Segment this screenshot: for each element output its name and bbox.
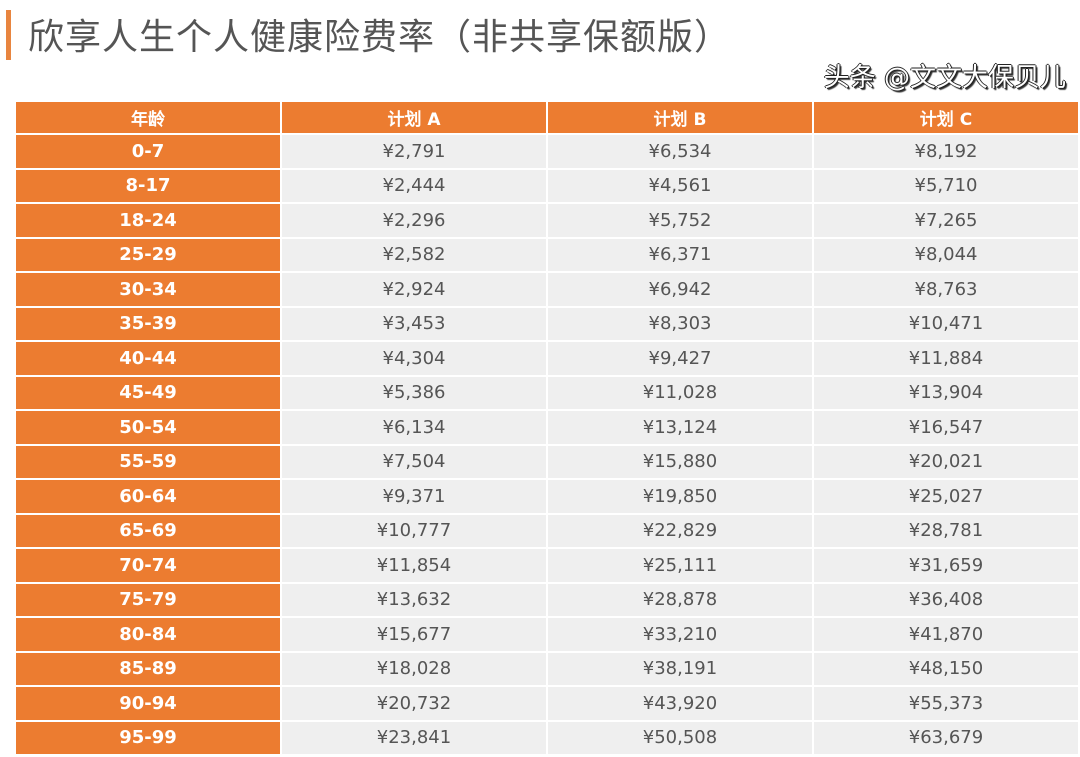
age-cell: 65-69 <box>16 514 280 547</box>
premium-cell: ¥10,471 <box>814 307 1078 340</box>
premium-cell: ¥9,371 <box>282 480 546 513</box>
table-row: 18-24 ¥2,296 ¥5,752 ¥7,265 <box>16 204 1078 237</box>
table-row: 75-79 ¥13,632 ¥28,878 ¥36,408 <box>16 583 1078 616</box>
age-cell: 0-7 <box>16 135 280 168</box>
premium-cell: ¥15,880 <box>548 445 812 478</box>
premium-cell: ¥28,878 <box>548 583 812 616</box>
table-row: 35-39 ¥3,453 ¥8,303 ¥10,471 <box>16 307 1078 340</box>
premium-cell: ¥25,111 <box>548 549 812 582</box>
age-cell: 90-94 <box>16 687 280 720</box>
age-cell: 40-44 <box>16 342 280 375</box>
premium-cell: ¥3,453 <box>282 307 546 340</box>
premium-cell: ¥50,508 <box>548 721 812 754</box>
premium-cell: ¥38,191 <box>548 652 812 685</box>
premium-cell: ¥7,504 <box>282 445 546 478</box>
premium-cell: ¥2,444 <box>282 169 546 202</box>
table-row: 65-69 ¥10,777 ¥22,829 ¥28,781 <box>16 514 1078 547</box>
table-row: 50-54 ¥6,134 ¥13,124 ¥16,547 <box>16 411 1078 444</box>
premium-cell: ¥13,124 <box>548 411 812 444</box>
age-cell: 75-79 <box>16 583 280 616</box>
age-cell: 45-49 <box>16 376 280 409</box>
premium-cell: ¥41,870 <box>814 618 1078 651</box>
premium-cell: ¥8,763 <box>814 273 1078 306</box>
age-cell: 30-34 <box>16 273 280 306</box>
premium-cell: ¥22,829 <box>548 514 812 547</box>
premium-cell: ¥23,841 <box>282 721 546 754</box>
premium-cell: ¥9,427 <box>548 342 812 375</box>
table-row: 0-7 ¥2,791 ¥6,534 ¥8,192 <box>16 135 1078 168</box>
column-header: 计划 A <box>282 102 546 133</box>
table-row: 30-34 ¥2,924 ¥6,942 ¥8,763 <box>16 273 1078 306</box>
premium-cell: ¥11,028 <box>548 376 812 409</box>
premium-cell: ¥18,028 <box>282 652 546 685</box>
premium-cell: ¥10,777 <box>282 514 546 547</box>
premium-cell: ¥2,924 <box>282 273 546 306</box>
age-cell: 95-99 <box>16 721 280 754</box>
page-title: 欣享人生个人健康险费率（非共享保额版） <box>28 17 732 58</box>
premium-cell: ¥6,534 <box>548 135 812 168</box>
premium-cell: ¥8,192 <box>814 135 1078 168</box>
table-row: 80-84 ¥15,677 ¥33,210 ¥41,870 <box>16 618 1078 651</box>
premium-cell: ¥15,677 <box>282 618 546 651</box>
premium-cell: ¥11,884 <box>814 342 1078 375</box>
premium-cell: ¥7,265 <box>814 204 1078 237</box>
premium-cell: ¥25,027 <box>814 480 1078 513</box>
premium-cell: ¥19,850 <box>548 480 812 513</box>
premium-cell: ¥48,150 <box>814 652 1078 685</box>
age-cell: 25-29 <box>16 238 280 271</box>
table-row: 90-94 ¥20,732 ¥43,920 ¥55,373 <box>16 687 1078 720</box>
title-accent-bar <box>6 10 11 60</box>
premium-cell: ¥43,920 <box>548 687 812 720</box>
age-cell: 8-17 <box>16 169 280 202</box>
table-row: 25-29 ¥2,582 ¥6,371 ¥8,044 <box>16 238 1078 271</box>
column-header: 计划 B <box>548 102 812 133</box>
premium-cell: ¥13,632 <box>282 583 546 616</box>
premium-cell: ¥5,710 <box>814 169 1078 202</box>
premium-cell: ¥2,791 <box>282 135 546 168</box>
table-row: 45-49 ¥5,386 ¥11,028 ¥13,904 <box>16 376 1078 409</box>
column-header: 计划 C <box>814 102 1078 133</box>
premium-cell: ¥8,303 <box>548 307 812 340</box>
premium-cell: ¥2,582 <box>282 238 546 271</box>
rate-table: 年龄 计划 A 计划 B 计划 C 0-7 ¥2,791 ¥6,534 ¥8,192 8-17… <box>14 100 1080 756</box>
age-cell: 50-54 <box>16 411 280 444</box>
premium-cell: ¥5,752 <box>548 204 812 237</box>
column-header: 年龄 <box>16 102 280 133</box>
premium-cell: ¥6,134 <box>282 411 546 444</box>
premium-cell: ¥13,904 <box>814 376 1078 409</box>
table-row: 85-89 ¥18,028 ¥38,191 ¥48,150 <box>16 652 1078 685</box>
premium-cell: ¥63,679 <box>814 721 1078 754</box>
age-cell: 60-64 <box>16 480 280 513</box>
table-row: 8-17 ¥2,444 ¥4,561 ¥5,710 <box>16 169 1078 202</box>
table-row: 95-99 ¥23,841 ¥50,508 ¥63,679 <box>16 721 1078 754</box>
premium-cell: ¥36,408 <box>814 583 1078 616</box>
age-cell: 18-24 <box>16 204 280 237</box>
premium-cell: ¥55,373 <box>814 687 1078 720</box>
premium-cell: ¥2,296 <box>282 204 546 237</box>
age-cell: 35-39 <box>16 307 280 340</box>
premium-cell: ¥31,659 <box>814 549 1078 582</box>
table-header-row: 年龄 计划 A 计划 B 计划 C <box>16 102 1078 133</box>
premium-cell: ¥4,561 <box>548 169 812 202</box>
premium-cell: ¥28,781 <box>814 514 1078 547</box>
age-cell: 70-74 <box>16 549 280 582</box>
table-row: 70-74 ¥11,854 ¥25,111 ¥31,659 <box>16 549 1078 582</box>
premium-cell: ¥20,732 <box>282 687 546 720</box>
premium-cell: ¥4,304 <box>282 342 546 375</box>
premium-cell: ¥8,044 <box>814 238 1078 271</box>
table-row: 55-59 ¥7,504 ¥15,880 ¥20,021 <box>16 445 1078 478</box>
watermark: 头条 @文文大保贝儿 <box>823 63 1066 93</box>
table-row: 40-44 ¥4,304 ¥9,427 ¥11,884 <box>16 342 1078 375</box>
premium-cell: ¥6,371 <box>548 238 812 271</box>
premium-cell: ¥16,547 <box>814 411 1078 444</box>
premium-cell: ¥5,386 <box>282 376 546 409</box>
age-cell: 85-89 <box>16 652 280 685</box>
table-row: 60-64 ¥9,371 ¥19,850 ¥25,027 <box>16 480 1078 513</box>
premium-cell: ¥6,942 <box>548 273 812 306</box>
age-cell: 55-59 <box>16 445 280 478</box>
premium-cell: ¥11,854 <box>282 549 546 582</box>
age-cell: 80-84 <box>16 618 280 651</box>
premium-cell: ¥20,021 <box>814 445 1078 478</box>
premium-cell: ¥33,210 <box>548 618 812 651</box>
